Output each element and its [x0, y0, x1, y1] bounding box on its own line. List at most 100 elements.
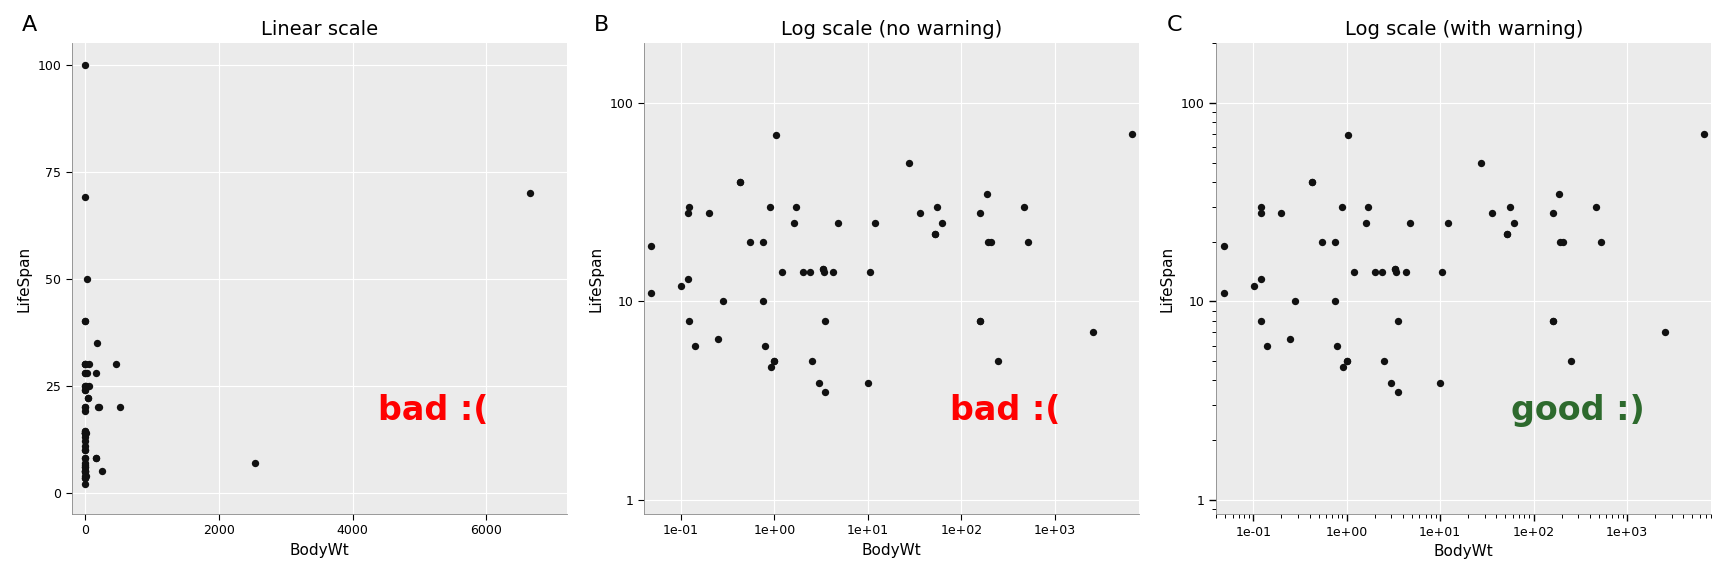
Point	[1540, 316, 1567, 325]
Point	[1396, 218, 1424, 227]
Point	[71, 428, 98, 437]
Text: good :): good :)	[1510, 394, 1645, 427]
Point	[1322, 297, 1350, 306]
Point	[73, 471, 100, 480]
Point	[71, 403, 98, 412]
Point	[812, 388, 840, 397]
Point	[81, 454, 109, 463]
Point	[760, 357, 788, 366]
Point	[1467, 158, 1495, 168]
Point	[726, 177, 753, 187]
X-axis label: BodyWt: BodyWt	[289, 543, 349, 558]
Text: bad :(: bad :(	[950, 394, 1061, 427]
Point	[1393, 268, 1420, 277]
Point	[71, 403, 98, 412]
Point	[1650, 328, 1678, 337]
Point	[638, 289, 665, 298]
Point	[71, 385, 98, 395]
Point	[674, 208, 702, 217]
Point	[71, 381, 98, 390]
Point	[1369, 268, 1396, 277]
Point	[574, 388, 601, 397]
Point	[1210, 289, 1237, 298]
Point	[1009, 202, 1037, 211]
Point	[73, 428, 100, 437]
Title: Log scale (with warning): Log scale (with warning)	[1344, 20, 1583, 39]
Point	[809, 265, 836, 274]
Point	[1308, 237, 1336, 247]
Point	[985, 357, 1013, 366]
Point	[736, 237, 764, 247]
Y-axis label: LifeSpan: LifeSpan	[1159, 245, 1175, 312]
Point	[1180, 221, 1208, 230]
Point	[71, 385, 98, 395]
Point	[1496, 202, 1524, 211]
Title: Linear scale: Linear scale	[261, 20, 378, 39]
Point	[667, 281, 695, 290]
Point	[1586, 237, 1614, 247]
Point	[1384, 388, 1412, 397]
Point	[976, 237, 1004, 247]
Point	[1493, 229, 1521, 238]
Point	[546, 435, 574, 445]
Point	[1280, 297, 1308, 306]
Point	[798, 357, 826, 366]
Point	[71, 359, 98, 369]
Point	[923, 202, 950, 211]
Point	[608, 328, 636, 337]
Point	[810, 268, 838, 277]
Point	[812, 316, 840, 325]
Point	[71, 193, 98, 202]
Text: bad :(: bad :(	[378, 394, 489, 427]
Point	[71, 467, 98, 476]
Point	[1362, 268, 1389, 277]
Point	[71, 463, 98, 472]
Point	[1180, 221, 1208, 230]
Point	[71, 467, 98, 476]
Point	[1550, 237, 1578, 247]
Point	[1248, 274, 1275, 283]
Point	[783, 202, 810, 211]
Y-axis label: LifeSpan: LifeSpan	[17, 245, 31, 312]
Point	[805, 378, 833, 387]
Point	[1180, 98, 1208, 108]
Point	[1332, 357, 1360, 366]
Point	[750, 341, 778, 350]
Point	[757, 362, 785, 371]
Point	[1557, 357, 1585, 366]
Point	[760, 357, 788, 366]
Point	[695, 208, 722, 217]
Point	[1426, 378, 1453, 387]
Point	[1248, 316, 1275, 325]
Y-axis label: LifeSpan: LifeSpan	[589, 245, 605, 312]
Point	[81, 368, 109, 377]
Point	[819, 268, 847, 277]
Point	[517, 188, 544, 198]
Point	[1370, 357, 1398, 366]
Point	[921, 229, 949, 238]
Point	[83, 338, 111, 347]
Point	[1322, 237, 1350, 247]
Point	[788, 268, 816, 277]
Point	[76, 381, 104, 390]
Point	[1429, 268, 1457, 277]
Point	[71, 426, 98, 435]
Point	[1248, 208, 1275, 217]
Point	[748, 297, 776, 306]
Point	[1118, 435, 1146, 445]
Point	[966, 316, 994, 325]
Point	[71, 460, 98, 469]
Point	[1353, 218, 1381, 227]
Point	[1078, 328, 1106, 337]
Point	[1500, 218, 1528, 227]
Point	[676, 316, 703, 325]
Point	[895, 158, 923, 168]
Point	[71, 454, 98, 463]
Point	[767, 268, 795, 277]
Point	[71, 437, 98, 446]
Point	[71, 359, 98, 369]
Point	[1241, 281, 1268, 290]
Point	[71, 433, 98, 442]
Point	[973, 189, 1001, 198]
Point	[73, 381, 100, 390]
